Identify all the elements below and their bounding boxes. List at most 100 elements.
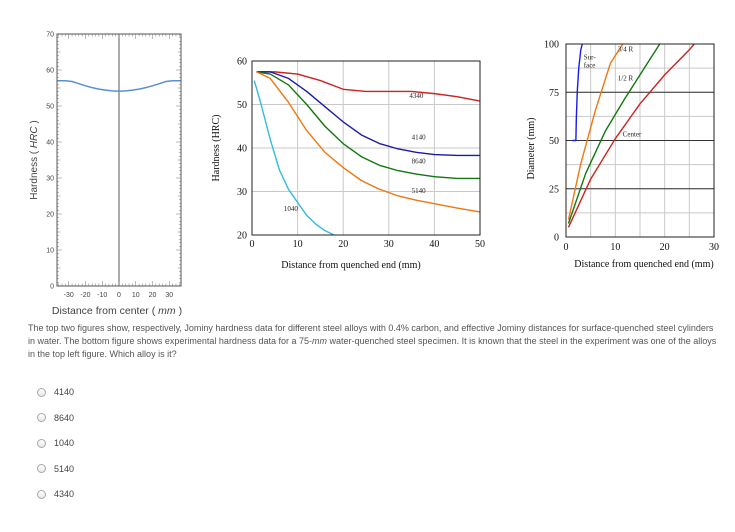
x-tick-label: -30 — [64, 292, 74, 299]
y-tick-label: 100 — [544, 40, 559, 51]
series-line-0 — [572, 43, 583, 142]
y-tick-label: 0 — [50, 284, 54, 291]
x-tick-label: 30 — [384, 239, 394, 250]
y-axis-label-close: ) — [29, 120, 40, 123]
plot-frame — [251, 60, 481, 236]
x-tick-label: 0 — [117, 292, 121, 299]
option-label: 8640 — [54, 412, 75, 423]
y-tick-labels: 0 10 20 30 40 50 60 70 — [46, 32, 54, 291]
series-label-8640: 8640 — [412, 158, 427, 166]
y-tick-label: 20 — [46, 212, 54, 219]
plot-frame — [565, 43, 715, 238]
y-tick-label: 60 — [237, 57, 247, 68]
x-tick-label: -20 — [80, 292, 90, 299]
grid — [566, 44, 714, 237]
series-label-4140: 4140 — [412, 133, 427, 141]
x-tick-label: 30 — [165, 292, 173, 299]
y-tick-label: 10 — [46, 248, 54, 255]
series-line-3 — [567, 43, 695, 228]
question-text: The top two figures show, respectively, … — [28, 322, 718, 361]
series-lines — [57, 80, 181, 92]
x-tick-labels: 0 10 20 30 — [564, 242, 720, 253]
y-tick-label: 40 — [237, 144, 247, 155]
option-4140[interactable]: 4140 — [37, 386, 74, 398]
y-axis-label-unit: HRC — [29, 126, 40, 148]
radio-button[interactable] — [37, 489, 46, 499]
radio-button[interactable] — [37, 387, 46, 397]
option-label: 4140 — [54, 387, 75, 397]
answer-options: 4140 8640 1040 5140 4340 — [37, 386, 74, 514]
option-label: 1040 — [54, 438, 75, 448]
x-axis-label-main: Distance from center ( — [52, 305, 156, 317]
series-label-4340: 4340 — [409, 92, 424, 100]
series-labels: 4340 4140 8640 5140 1040 — [284, 92, 426, 213]
y-tick-label: 70 — [46, 32, 54, 39]
question-part-1: The top two figures show, respectively, … — [28, 323, 714, 346]
series-line-2 — [567, 43, 661, 224]
y-tick-label: 20 — [237, 231, 247, 242]
x-tick-label: 0 — [564, 242, 569, 253]
x-tick-label: 40 — [429, 239, 439, 250]
series-label-0: Sur-face — [584, 53, 597, 69]
series-line-5140 — [256, 71, 481, 213]
option-8640[interactable]: 8640 — [37, 412, 74, 424]
y-axis-label: Hardness (HRC) — [211, 115, 222, 182]
y-axis-label: Hardness ( HRC ) — [29, 120, 40, 199]
x-tick-labels: 0 10 20 30 40 50 — [250, 239, 486, 250]
series-line-4340 — [256, 71, 481, 102]
x-tick-label: 20 — [338, 239, 348, 250]
y-axis-label-main: Hardness ( — [29, 150, 40, 200]
jominy-hardness-chart: 0 10 20 30 40 50 20 30 40 50 60 4340 4140 8640 5140 1… — [211, 57, 486, 272]
hardness-profile-line — [57, 80, 181, 92]
y-tick-labels: 20 30 40 50 60 — [237, 57, 247, 242]
x-tick-label: 10 — [610, 242, 620, 253]
option-1040[interactable]: 1040 — [37, 437, 74, 449]
option-4340[interactable]: 4340 — [37, 488, 74, 500]
y-tick-label: 60 — [46, 68, 54, 75]
option-label: 5140 — [54, 463, 75, 474]
x-axis-label: Distance from center ( mm ) — [52, 305, 182, 317]
series-label-1040: 1040 — [284, 205, 299, 213]
x-axis-label: Distance from quenched end (mm) — [281, 260, 420, 271]
plot-frame — [56, 33, 182, 287]
series-line-4140 — [256, 71, 480, 157]
y-tick-label: 50 — [237, 100, 247, 111]
radio-button[interactable] — [37, 438, 46, 448]
option-label: 4340 — [54, 489, 75, 499]
x-tick-labels: -30 -20 -10 0 10 20 30 — [64, 292, 174, 299]
x-axis-label-close: ) — [179, 305, 183, 317]
series-line-8640 — [256, 71, 480, 180]
series-lines — [567, 43, 695, 228]
x-tick-label: -10 — [97, 292, 107, 299]
question-unit: mm — [312, 336, 327, 346]
x-tick-label: 20 — [660, 242, 670, 253]
hardness-profile-chart: -30 -20 -10 0 10 20 30 0 10 20 30 40 50 60 70 Distanc… — [29, 32, 182, 318]
option-5140[interactable]: 5140 — [37, 463, 74, 475]
y-tick-label: 75 — [549, 88, 559, 99]
x-tick-label: 20 — [149, 292, 157, 299]
x-tick-label: 10 — [132, 292, 140, 299]
series-lines — [253, 71, 481, 236]
x-tick-label: 0 — [250, 239, 255, 250]
question-part-2: water-quenched steel specimen. It is kno… — [28, 336, 717, 359]
y-tick-label: 50 — [46, 104, 54, 111]
effective-jominy-distance-chart: 0 10 20 30 0 25 50 75 100 Sur-face 3/4 R 1/2 R Cen… — [526, 40, 720, 271]
radio-button[interactable] — [37, 464, 46, 473]
y-tick-label: 40 — [46, 140, 54, 147]
radio-button[interactable] — [37, 413, 46, 422]
y-tick-label: 30 — [46, 176, 54, 183]
x-axis-label: Distance from quenched end (mm) — [574, 259, 713, 270]
series-line-1040 — [253, 80, 335, 236]
y-tick-label: 50 — [549, 136, 559, 147]
x-tick-label: 50 — [475, 239, 485, 250]
series-label-1: 3/4 R — [618, 46, 634, 54]
x-tick-label: 10 — [293, 239, 303, 250]
y-tick-label: 25 — [549, 184, 559, 195]
x-axis-label-unit: mm — [158, 305, 176, 317]
series-label-5140: 5140 — [412, 187, 427, 195]
y-tick-label: 0 — [554, 233, 559, 244]
series-label-2: 1/2 R — [618, 75, 634, 83]
series-label-3: Center — [623, 131, 642, 139]
y-tick-label: 30 — [237, 187, 247, 198]
y-tick-labels: 0 25 50 75 100 — [544, 40, 559, 244]
